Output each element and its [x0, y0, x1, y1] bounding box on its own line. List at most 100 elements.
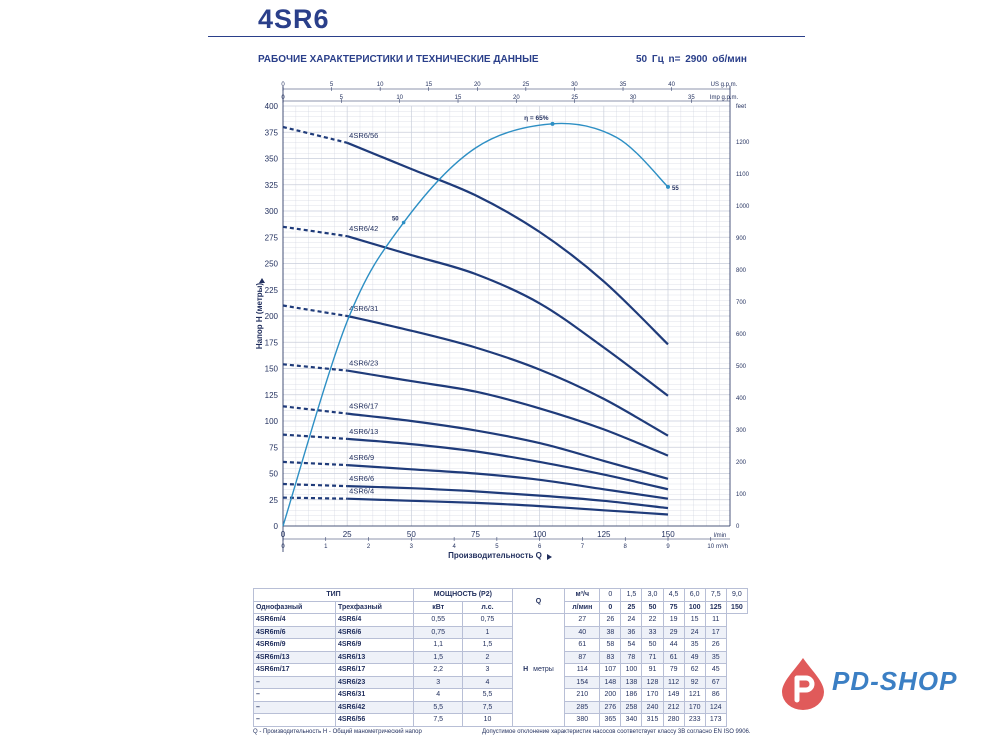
feet-tick-label: 400: [736, 396, 747, 402]
q-lmin-6: 150: [725, 600, 749, 614]
cell-head-value: 280: [662, 713, 685, 727]
cell-head-value: 124: [704, 700, 727, 714]
us-unit-label: US g.p.m.: [711, 82, 738, 88]
cell-head-value: 45: [704, 663, 727, 677]
m3h-tick-label: 6: [538, 544, 542, 550]
q-lmin-3: 75: [662, 600, 685, 614]
pump-curve-line: [347, 497, 669, 516]
page-title: 4SR6: [258, 4, 330, 34]
y-tick-label: 250: [265, 260, 279, 269]
efficiency-mark-point: [401, 220, 406, 225]
cell-head-value: 92: [683, 675, 706, 689]
cell-single-phase: 4SR6m/9: [253, 638, 336, 652]
q-lmin-0: 0: [599, 600, 622, 614]
cell-hp: 1: [462, 625, 513, 639]
q-label: Q: [535, 597, 542, 605]
cell-head-value: 54: [620, 638, 643, 652]
pump-curve-line: [347, 437, 669, 491]
cell-head-value: 24: [620, 613, 643, 627]
y-tick-label: 375: [265, 128, 279, 137]
curve-dashed-segment: [282, 225, 348, 238]
q-unit-m3h: м³/ч: [564, 588, 601, 602]
imp-tick-label: 10: [396, 95, 403, 101]
table-row: –4SR6/23 3 4 154 148 138 128 112 92 67: [253, 675, 748, 689]
table-row: 4SR6m/6 4SR6/6 0,75 1 40 38 36 33 29 24 17: [253, 625, 748, 639]
cell-head-value: 240: [641, 700, 664, 714]
x-axis-title: Производительность Q: [448, 551, 542, 560]
pump-curve-line: [347, 464, 669, 500]
y-tick-label: 400: [265, 102, 279, 111]
header-type: ТИП: [252, 588, 415, 602]
chart-subtitle: РАБОЧИЕ ХАРАКТЕРИСТИКИ И ТЕХНИЧЕСКИЕ ДАН…: [258, 54, 539, 65]
pump-curve-line: [347, 412, 669, 480]
cell-hp: 10: [462, 713, 513, 727]
efficiency-mark-point: [666, 184, 670, 189]
efficiency-mark-label: 50: [392, 217, 399, 223]
cell-head-value: 11: [704, 613, 727, 627]
cell-head-value: 380: [564, 713, 601, 727]
efficiency-curve: [282, 122, 669, 527]
water-drop-icon: [782, 658, 824, 710]
cell-head-value: 38: [599, 625, 622, 639]
cell-head-value: 200: [599, 688, 622, 702]
cell-head-value: 315: [641, 713, 664, 727]
series-label: 4SR6/56: [349, 131, 378, 140]
x-tick-label: 125: [597, 530, 611, 539]
header-q: Q: [511, 588, 566, 614]
q-lmin-2: 50: [641, 600, 664, 614]
cell-hp: 3: [462, 663, 513, 677]
cell-head-value: 121: [683, 688, 706, 702]
m3h-tick-label: 7: [581, 544, 585, 550]
m3h-tick-label: 10: [707, 544, 714, 550]
cell-head-value: 26: [599, 613, 622, 627]
cell-single-phase: 4SR6m/4: [253, 613, 336, 627]
curve-dashed-segment: [282, 125, 348, 144]
cell-three-phase: 4SR6/56: [334, 713, 415, 727]
series-label: 4SR6/17: [349, 402, 378, 411]
cell-three-phase: 4SR6/31: [334, 688, 415, 702]
q-m3h-3: 4,5: [662, 588, 685, 602]
cell-head-value: 61: [564, 638, 601, 652]
cell-head-value: 24: [683, 625, 706, 639]
x-tick-label: 25: [343, 530, 352, 539]
cell-three-phase: 4SR6/17: [334, 663, 415, 677]
series-label: 4SR6/4: [349, 487, 374, 496]
curve-dashed-segment: [282, 405, 348, 415]
series-label: 4SR6/23: [349, 359, 378, 368]
y-tick-label: 125: [265, 391, 279, 400]
x-tick-label: 150: [661, 530, 675, 539]
q-m3h-2: 3,0: [641, 588, 664, 602]
feet-tick-label: 100: [736, 492, 747, 498]
m3h-tick-label: 8: [624, 544, 628, 550]
y-tick-label: 300: [265, 207, 279, 216]
cell-head-value: 173: [704, 713, 727, 727]
cell-head-value: 79: [662, 663, 685, 677]
pump-curve-line: [347, 485, 669, 510]
cell-kw: 0,55: [413, 613, 464, 627]
cell-head-value: 44: [662, 638, 685, 652]
imp-tick-label: 35: [688, 95, 695, 101]
cell-head-value: 258: [620, 700, 643, 714]
cell-head-value: 35: [704, 650, 727, 664]
y-tick-label: 150: [265, 365, 279, 374]
efficiency-peak-point: [550, 121, 555, 126]
cell-head-value: 128: [641, 675, 664, 689]
brand-logo[interactable]: PD-SHOP: [776, 656, 972, 710]
series-label: 4SR6/42: [349, 224, 378, 233]
y-tick-label: 350: [265, 155, 279, 164]
cell-head-value: 149: [662, 688, 685, 702]
cell-hp: 7,5: [462, 700, 513, 714]
y-tick-label: 325: [265, 181, 279, 190]
m3h-tick-label: 0: [281, 544, 285, 550]
x-unit-label: l/min: [714, 533, 727, 539]
table-row: –4SR6/42 5,5 7,5 285 276 258 240 212 170 124: [253, 700, 748, 714]
m3h-tick-label: 5: [495, 544, 499, 550]
curve-dashed-segment: [282, 363, 348, 372]
cell-head-value: 22: [641, 613, 664, 627]
q-m3h-1: 1,5: [620, 588, 643, 602]
feet-tick-label: 200: [736, 460, 747, 466]
cell-head-value: 33: [641, 625, 664, 639]
cell-single-phase: 4SR6m/6: [253, 625, 336, 639]
us-tick-label: 35: [620, 82, 627, 88]
